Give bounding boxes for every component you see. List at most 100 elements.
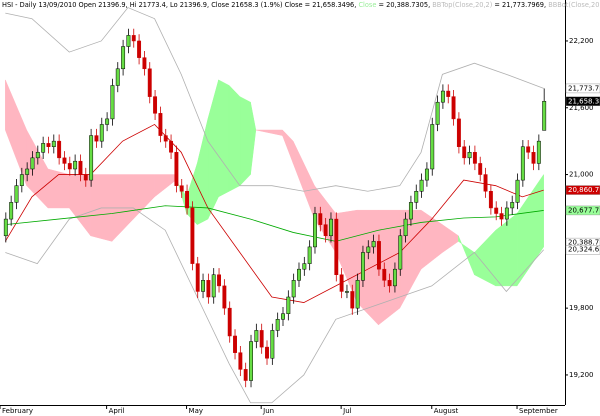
candle-body xyxy=(51,140,56,147)
candle-body xyxy=(499,213,504,220)
candle-body xyxy=(456,118,461,147)
candle-body xyxy=(126,35,131,47)
candle-body xyxy=(435,101,440,125)
price-label-box xyxy=(565,83,600,94)
candle-body xyxy=(222,285,227,309)
candle-body xyxy=(121,46,126,70)
x-tick-label: September xyxy=(519,407,558,415)
candle-body xyxy=(110,85,115,120)
y-tick-label: 22,200 xyxy=(569,37,594,45)
x-tick-label: April xyxy=(109,407,125,415)
candle-body xyxy=(3,218,8,237)
candle-body xyxy=(137,40,142,58)
price-label: 20,677.7 xyxy=(568,206,599,214)
candle-body xyxy=(286,296,291,314)
candle-body xyxy=(440,90,445,103)
candle-body xyxy=(542,101,547,131)
candle-body xyxy=(520,146,525,181)
candle-body xyxy=(446,90,451,97)
candle-body xyxy=(169,140,174,153)
candle-body xyxy=(318,213,323,225)
candle-body xyxy=(361,252,365,281)
candle-body xyxy=(355,280,360,309)
candle-body xyxy=(158,113,163,136)
indicator-line xyxy=(5,7,544,192)
x-tick-label: May xyxy=(189,407,203,415)
candle-body xyxy=(30,157,35,170)
candle-body xyxy=(14,185,19,203)
price-label: 20,324.6 xyxy=(568,246,600,254)
candle-body xyxy=(249,341,253,381)
cloud-segment xyxy=(250,102,257,175)
y-tick-label: 21,600 xyxy=(569,104,594,112)
candle-body xyxy=(472,152,477,164)
candle-body xyxy=(206,280,211,298)
candle-body xyxy=(270,330,275,359)
candle-body xyxy=(297,268,301,281)
candle-body xyxy=(510,202,515,209)
candle-body xyxy=(392,268,397,287)
candle-body xyxy=(462,146,467,159)
candle-body xyxy=(217,274,221,287)
y-tick-label: 21,000 xyxy=(569,171,594,179)
candle-body xyxy=(345,291,349,293)
candle-body xyxy=(57,140,62,159)
candle-body xyxy=(238,352,243,370)
cloud-segment xyxy=(516,173,544,287)
price-label-box xyxy=(565,245,600,255)
candle-body xyxy=(41,143,46,153)
candle-body xyxy=(414,191,419,203)
candle-body xyxy=(190,207,195,264)
candle-body xyxy=(483,174,488,192)
candle-body xyxy=(115,68,120,86)
candle-body xyxy=(536,140,541,164)
candle-body xyxy=(307,246,312,264)
candle-body xyxy=(515,179,520,203)
price-label: 20,860.7 xyxy=(568,186,599,194)
candle-body xyxy=(243,369,248,381)
candle-body xyxy=(350,291,355,309)
candle-body xyxy=(99,124,104,142)
y-tick-label: 19,200 xyxy=(569,371,594,379)
candle-body xyxy=(430,124,435,170)
x-tick-label: Jul xyxy=(342,407,352,415)
candle-body xyxy=(467,152,472,159)
cloud-segment xyxy=(218,79,230,198)
candle-body xyxy=(195,263,200,292)
candle-body xyxy=(163,135,168,142)
candle-body xyxy=(105,118,110,125)
candle-body xyxy=(494,207,499,214)
x-tick-label: Jun xyxy=(262,407,274,415)
candle-body xyxy=(265,346,269,359)
candle-body xyxy=(211,274,216,298)
candle-body xyxy=(504,207,509,220)
candle-body xyxy=(526,146,531,153)
header-segment: BBTop(Close,20,2) xyxy=(432,1,493,9)
header-segment: = 20,388.7305, xyxy=(376,1,433,9)
candle-body xyxy=(227,307,232,337)
y-tick-label: 19,800 xyxy=(569,304,594,312)
price-label: 21,658.3 xyxy=(568,97,599,105)
candle-body xyxy=(329,218,333,237)
candle-body xyxy=(259,330,264,348)
candle-body xyxy=(398,235,403,270)
indicator-line xyxy=(5,205,544,242)
candle-body xyxy=(94,135,99,142)
candle-body xyxy=(67,163,72,170)
candle-body xyxy=(478,163,483,175)
candle-body xyxy=(334,218,339,275)
header-segment: HSI - Daily 13/09/2010 Open 21396.9, Hi … xyxy=(2,1,359,9)
cloud-segment xyxy=(239,96,251,187)
candle-body xyxy=(19,174,24,186)
candle-body xyxy=(83,174,88,181)
candle-body xyxy=(376,241,381,270)
candle-body xyxy=(382,268,387,281)
candle-body xyxy=(89,135,94,181)
candle-body xyxy=(371,241,376,248)
candle-body xyxy=(403,218,408,237)
candle-body xyxy=(73,160,78,170)
header-segment: = 21,773.7969, xyxy=(492,1,549,9)
cloud-segment xyxy=(378,209,401,326)
